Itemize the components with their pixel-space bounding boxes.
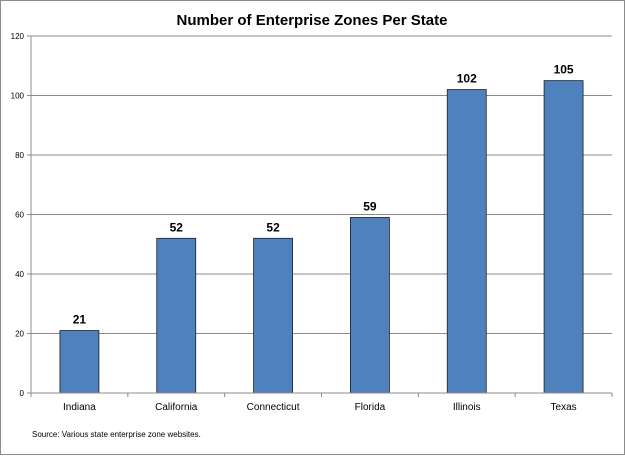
x-axis: Indiana California Connecticut Florida Illin… xyxy=(30,392,613,413)
y-tick-label: 60 xyxy=(15,211,24,220)
bar xyxy=(156,237,197,394)
source-note: Source: Various state enterprise zone we… xyxy=(32,430,201,439)
bar xyxy=(253,237,293,394)
data-label: 105 xyxy=(554,63,574,77)
gridlines xyxy=(31,35,612,334)
x-tick-label: Indiana xyxy=(63,402,96,413)
data-label: 21 xyxy=(73,313,87,327)
bar xyxy=(543,80,584,394)
y-tick-label: 40 xyxy=(15,270,24,279)
y-tick-label: 20 xyxy=(15,330,24,339)
x-tick-label: California xyxy=(155,402,198,413)
bar xyxy=(446,89,487,394)
data-label: 102 xyxy=(457,72,477,86)
x-tick-label: Illinois xyxy=(453,402,481,413)
x-tick-label: Florida xyxy=(355,402,386,413)
data-label: 52 xyxy=(170,220,184,234)
bars xyxy=(59,80,584,394)
bar xyxy=(350,217,390,394)
data-labels: 21 52 52 59 102 105 xyxy=(73,63,574,327)
x-tick-label: Connecticut xyxy=(247,402,300,413)
bar xyxy=(59,330,100,394)
x-tick-label: Texas xyxy=(551,402,577,413)
y-tick-label: 0 xyxy=(20,389,25,398)
data-label: 59 xyxy=(363,199,377,213)
y-tick-label: 80 xyxy=(15,151,24,160)
y-tick-label: 120 xyxy=(11,32,25,41)
chart-title: Number of Enterprise Zones Per State xyxy=(177,12,448,29)
y-axis: 0 20 40 60 80 100 120 xyxy=(11,32,32,398)
y-tick-label: 100 xyxy=(11,92,25,101)
data-label: 52 xyxy=(266,220,280,234)
